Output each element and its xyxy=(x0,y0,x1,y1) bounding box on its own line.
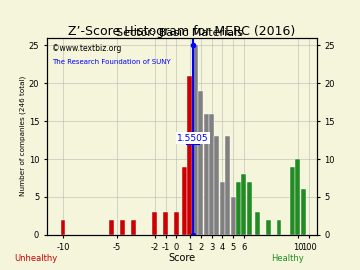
Bar xyxy=(266,220,271,235)
Bar xyxy=(174,212,179,235)
Bar xyxy=(290,167,295,235)
X-axis label: Score: Score xyxy=(168,253,195,263)
Text: ©www.textbiz.org: ©www.textbiz.org xyxy=(52,44,122,53)
Bar xyxy=(296,159,300,235)
Bar xyxy=(152,212,157,235)
Text: Healthy: Healthy xyxy=(272,254,304,262)
Text: Unhealthy: Unhealthy xyxy=(14,254,58,262)
Bar xyxy=(276,220,282,235)
Bar xyxy=(231,197,235,235)
Bar xyxy=(255,212,260,235)
Text: Sector: Basic Materials: Sector: Basic Materials xyxy=(117,28,243,38)
Bar xyxy=(301,190,306,235)
Bar xyxy=(247,182,252,235)
Bar xyxy=(236,182,241,235)
Bar xyxy=(225,136,230,235)
Bar xyxy=(182,167,187,235)
Bar xyxy=(109,220,114,235)
Y-axis label: Number of companies (246 total): Number of companies (246 total) xyxy=(19,76,26,197)
Bar xyxy=(204,114,208,235)
Bar xyxy=(220,182,225,235)
Bar xyxy=(215,136,219,235)
Bar xyxy=(242,174,246,235)
Bar xyxy=(120,220,125,235)
Bar xyxy=(163,212,168,235)
Bar xyxy=(60,220,66,235)
Bar xyxy=(193,45,198,235)
Bar xyxy=(198,91,203,235)
Bar xyxy=(209,114,214,235)
Bar xyxy=(188,76,192,235)
Bar xyxy=(131,220,136,235)
Text: 1.5505: 1.5505 xyxy=(177,134,209,143)
Title: Z’-Score Histogram for MERC (2016): Z’-Score Histogram for MERC (2016) xyxy=(68,25,296,38)
Text: The Research Foundation of SUNY: The Research Foundation of SUNY xyxy=(52,59,171,66)
